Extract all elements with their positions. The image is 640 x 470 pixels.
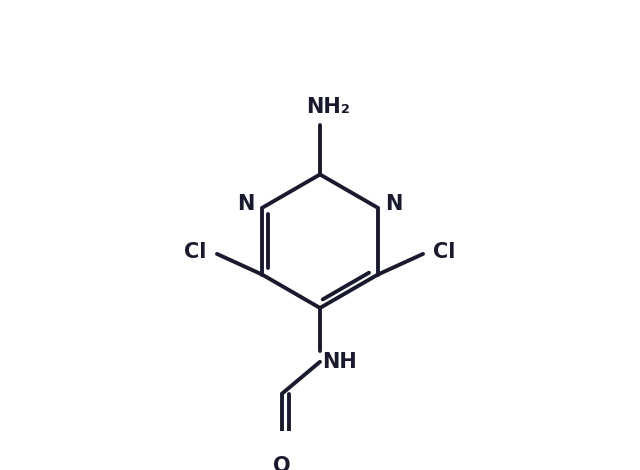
Text: N: N: [237, 195, 255, 214]
Text: Cl: Cl: [184, 242, 207, 262]
Text: O: O: [273, 455, 291, 470]
Text: NH₂: NH₂: [306, 97, 349, 117]
Text: NH: NH: [322, 352, 356, 372]
Text: Cl: Cl: [433, 242, 455, 262]
Text: N: N: [385, 195, 402, 214]
